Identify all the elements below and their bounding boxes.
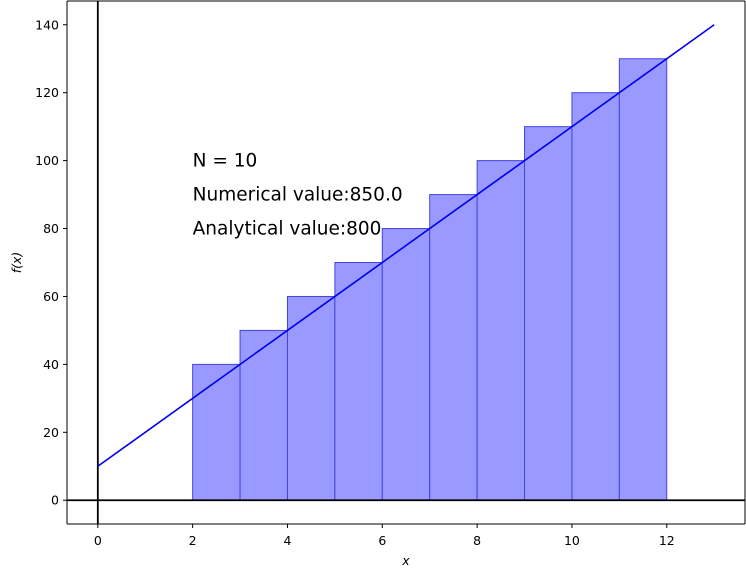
annotation-2: Numerical value:850.0 [193, 185, 403, 206]
function-line [97, 24, 715, 467]
y-tick-label: 140 [35, 17, 59, 32]
bar-6 [429, 194, 478, 501]
bar-8 [524, 126, 573, 501]
y-tick-label: 0 [51, 493, 59, 508]
x-tick-label: 4 [283, 533, 291, 548]
y-tick-label: 60 [43, 289, 59, 304]
bar-3 [286, 295, 336, 501]
annotation-3: Analytical value:800 [193, 219, 382, 240]
bar-2 [239, 329, 288, 501]
y-axis-label: f(x) [9, 252, 24, 274]
x-tick-label: 10 [564, 533, 580, 548]
x-tick-label: 0 [94, 533, 102, 548]
x-axis-label: x [401, 553, 410, 568]
y-tick-label: 120 [35, 85, 59, 100]
plot-area [67, 1, 745, 524]
x-tick-label: 2 [189, 533, 197, 548]
bar-4 [334, 262, 383, 501]
x-tick-label: 12 [659, 533, 675, 548]
y-tick-label: 20 [43, 425, 59, 440]
bar-7 [476, 160, 526, 501]
annotation-1: N = 10 [193, 151, 258, 172]
bar-5 [381, 228, 431, 501]
bar-10 [618, 58, 668, 501]
annotations: N = 10 Numerical value:850.0 Analytical va… [193, 151, 403, 240]
bar-9 [571, 92, 620, 501]
x-tick-label: 8 [473, 533, 481, 548]
y-tick-label: 80 [43, 221, 59, 236]
x-tick-label: 6 [378, 533, 386, 548]
y-tick-label: 40 [43, 357, 59, 372]
bar-1 [192, 363, 241, 501]
y-tick-label: 100 [35, 153, 59, 168]
